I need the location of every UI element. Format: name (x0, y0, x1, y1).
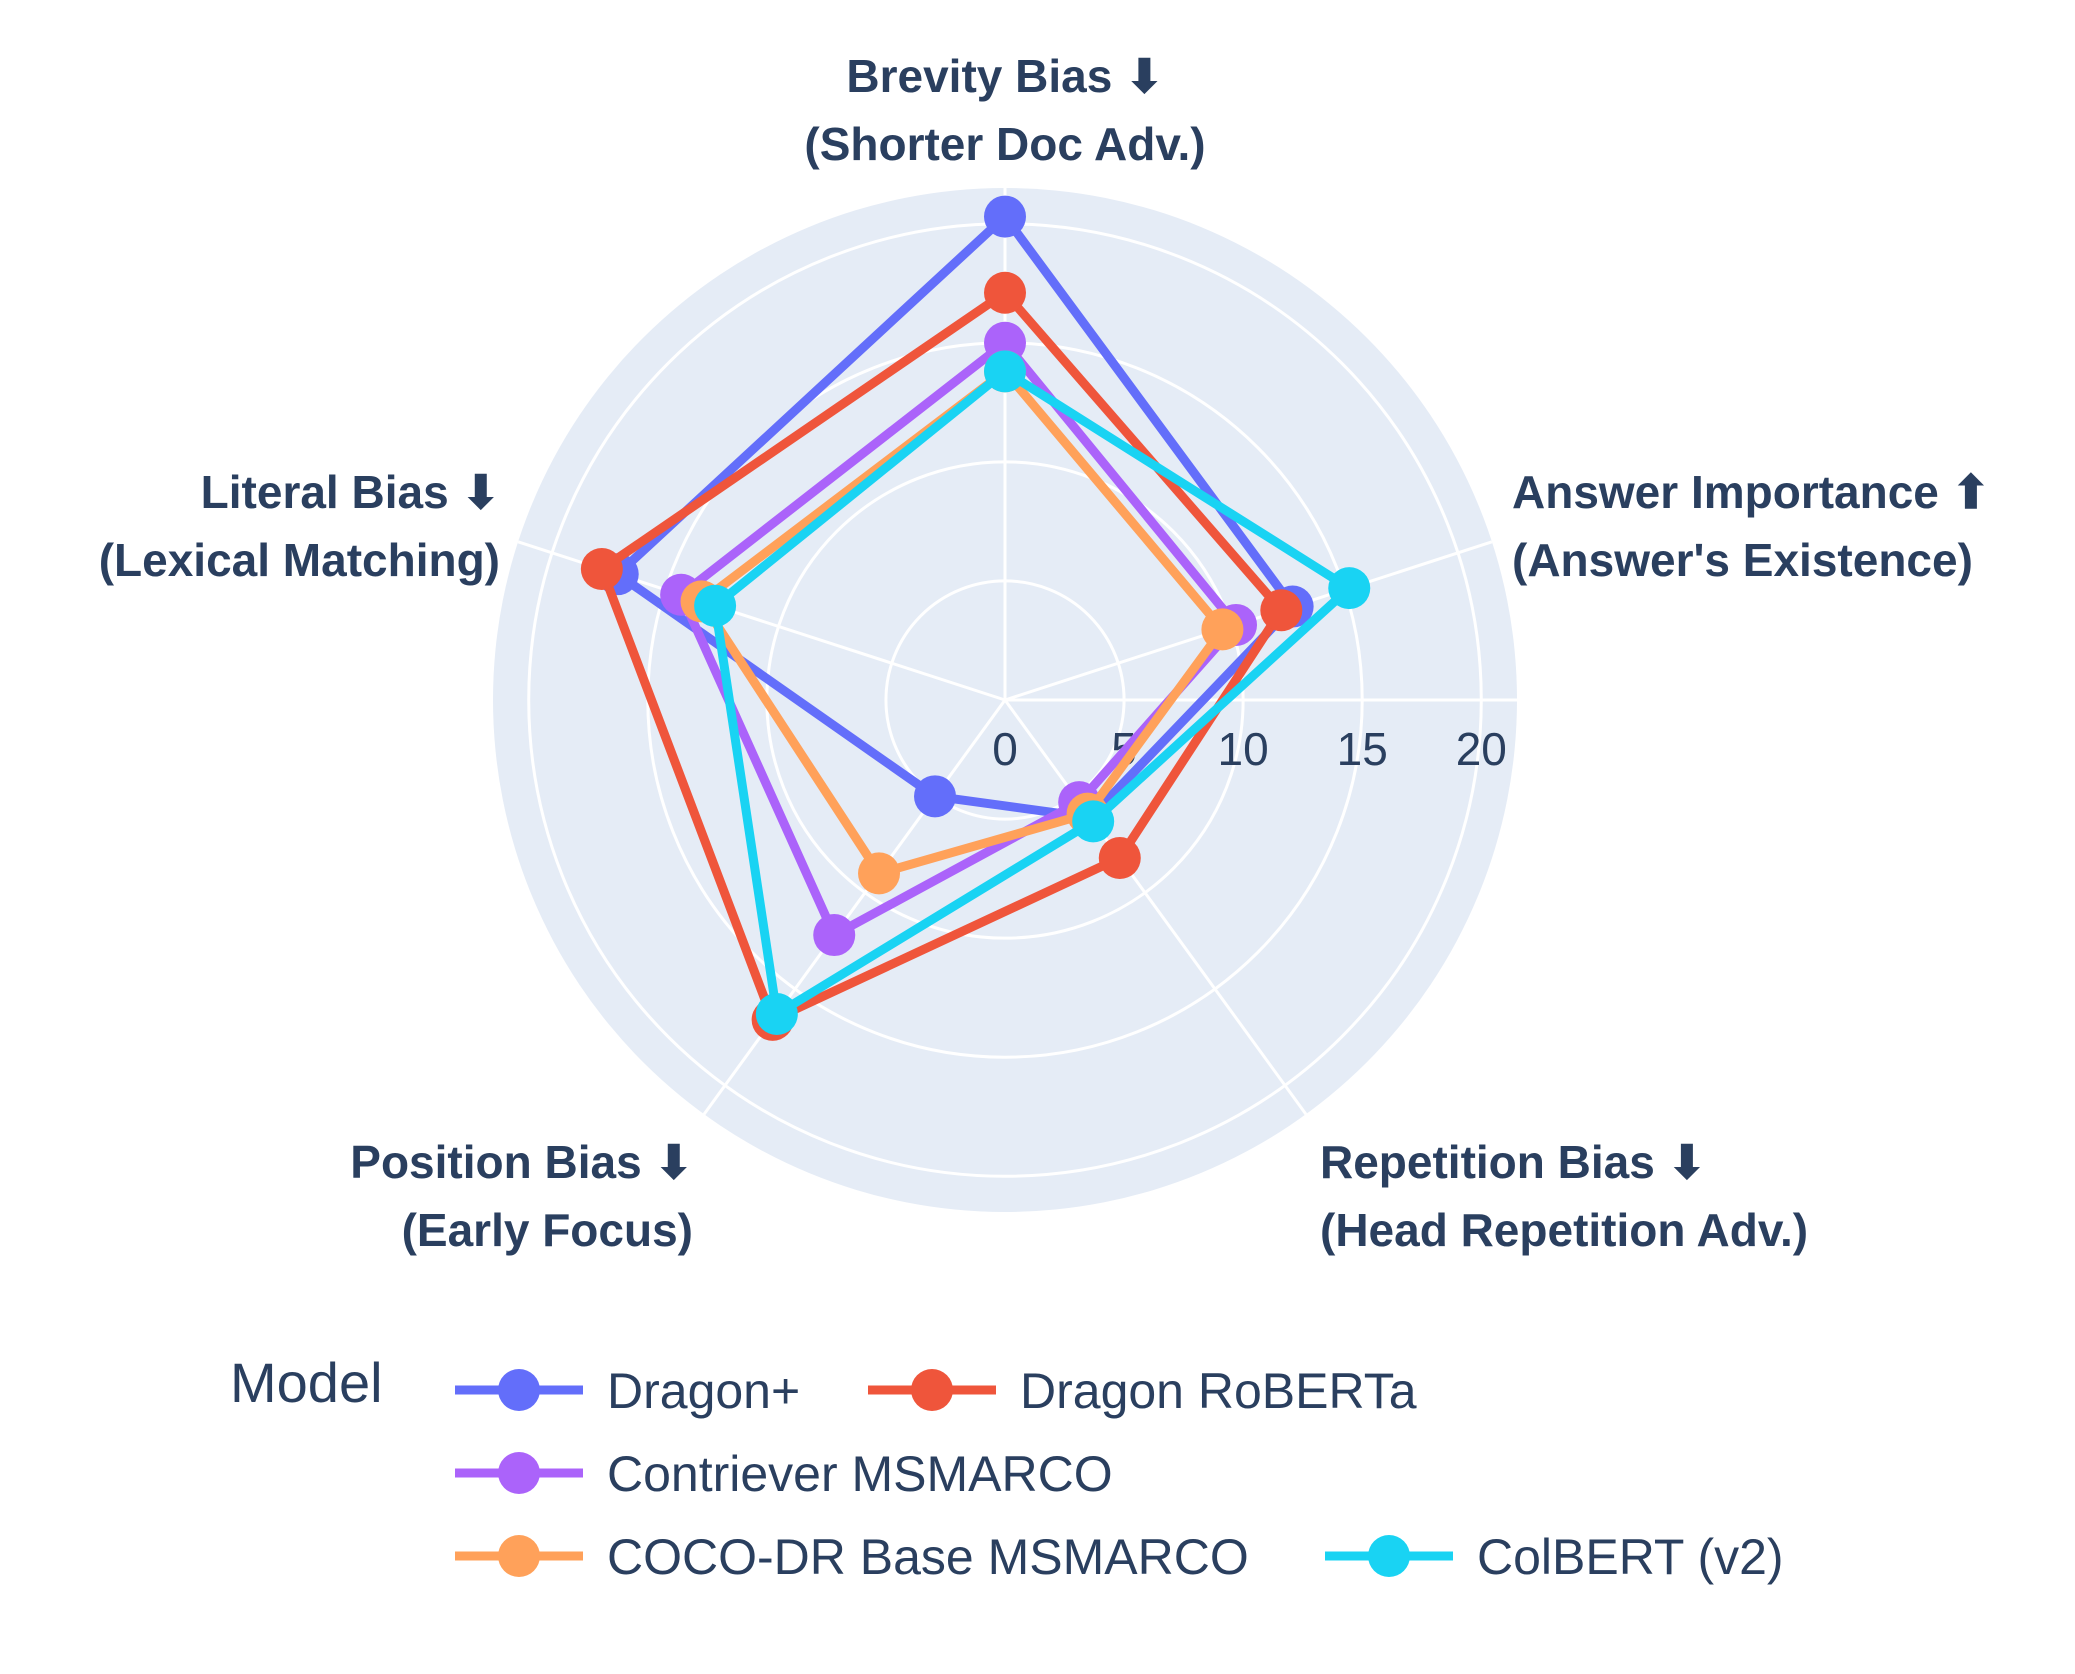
axis-title-3: Position Bias ⬇ (Early Focus) (350, 1136, 693, 1256)
legend-item: Contriever MSMARCO (455, 1446, 1113, 1502)
data-point (1201, 608, 1244, 651)
data-point (580, 548, 623, 591)
legend-swatch-marker (498, 1452, 540, 1494)
legend-label: Dragon+ (607, 1363, 800, 1419)
legend-label: ColBERT (v2) (1477, 1529, 1784, 1585)
legend-label: Contriever MSMARCO (607, 1446, 1113, 1502)
angular-spoke (1003, 699, 1308, 1116)
legend-item: COCO-DR Base MSMARCO (455, 1529, 1249, 1585)
data-point (858, 852, 901, 895)
data-point (694, 584, 737, 627)
legend-label: Dragon RoBERTa (1020, 1363, 1417, 1419)
data-point (1098, 836, 1141, 879)
axis-title-4: Literal Bias ⬇ (Lexical Matching) (99, 466, 500, 586)
axis-title-line1: Answer Importance ⬆ (1512, 466, 1990, 518)
radial-tick-label: 10 (1218, 723, 1269, 775)
axis-title-1: Answer Importance ⬆ (Answer's Existence) (1512, 466, 1990, 586)
axis-title-line2: (Shorter Doc Adv.) (804, 118, 1205, 170)
angular-spoke (702, 699, 1007, 1116)
data-point (984, 271, 1026, 314)
radial-tick-label: 20 (1456, 723, 1507, 775)
axis-title-line1: Literal Bias ⬇ (201, 466, 500, 518)
data-point (984, 195, 1026, 238)
axis-titles: Brevity Bias ⬇ (Shorter Doc Adv.) Answer I… (99, 50, 1991, 1256)
axis-title-line2: (Lexical Matching) (99, 534, 500, 586)
legend-swatch-marker (911, 1369, 953, 1411)
legend-item: Dragon RoBERTa (868, 1363, 1417, 1419)
axis-title-line1: Brevity Bias ⬇ (846, 50, 1163, 102)
legend-item: Dragon+ (455, 1363, 800, 1419)
legend: Model Dragon+ Dragon RoBERTa Contriever MSM… (230, 1351, 1784, 1585)
legend-label: COCO-DR Base MSMARCO (607, 1529, 1249, 1585)
data-point (984, 350, 1026, 393)
legend-swatch-marker (498, 1369, 540, 1411)
series-line (697, 366, 1227, 878)
series-line (597, 288, 1286, 1025)
data-point (755, 993, 798, 1036)
axis-title-line1: Repetition Bias ⬇ (1320, 1136, 1706, 1188)
axis-title-line2: (Head Repetition Adv.) (1320, 1204, 1808, 1256)
series-colbert-v2- (694, 350, 1371, 1036)
axis-title-line1: Position Bias ⬇ (350, 1136, 693, 1188)
radial-tick-label: 15 (1337, 723, 1388, 775)
data-point (1072, 800, 1115, 843)
series-group (580, 195, 1371, 1041)
legend-swatch-marker (498, 1535, 540, 1577)
legend-title: Model (230, 1351, 383, 1414)
series-line (676, 338, 1241, 940)
axis-title-line2: (Early Focus) (402, 1204, 693, 1256)
axis-title-2: Repetition Bias ⬇ (Head Repetition Adv.) (1320, 1136, 1808, 1256)
legend-swatch-marker (1368, 1535, 1410, 1577)
legend-item: ColBERT (v2) (1325, 1529, 1784, 1585)
data-point (813, 914, 856, 957)
axis-title-0: Brevity Bias ⬇ (Shorter Doc Adv.) (804, 50, 1205, 170)
axis-title-line2: (Answer's Existence) (1512, 534, 1973, 586)
radial-tick-label: 0 (992, 723, 1018, 775)
series-line (710, 366, 1354, 1019)
data-point (1260, 589, 1303, 632)
data-point (1328, 567, 1371, 610)
data-point (914, 775, 957, 818)
